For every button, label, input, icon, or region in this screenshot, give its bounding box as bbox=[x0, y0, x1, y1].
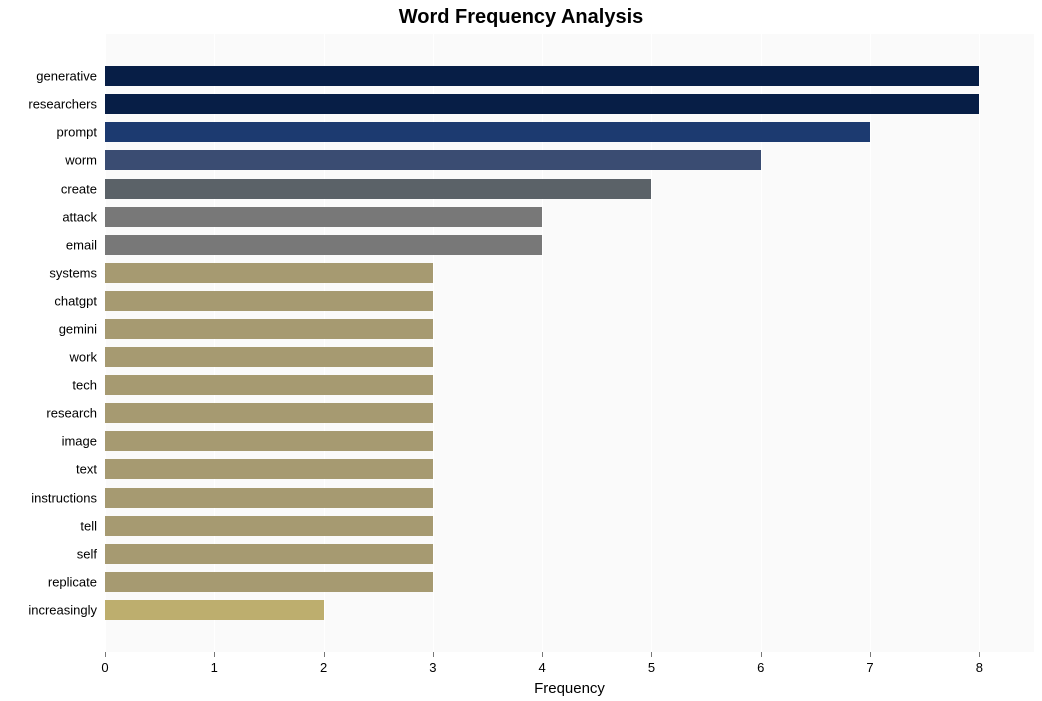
bar bbox=[105, 600, 324, 620]
y-tick-label: researchers bbox=[0, 97, 97, 112]
bar bbox=[105, 431, 433, 451]
bar bbox=[105, 122, 870, 142]
x-tick-mark bbox=[433, 652, 434, 657]
y-tick-label: replicate bbox=[0, 574, 97, 589]
y-tick-label: attack bbox=[0, 209, 97, 224]
bar bbox=[105, 572, 433, 592]
x-tick-label: 0 bbox=[101, 660, 108, 675]
bar bbox=[105, 319, 433, 339]
bar bbox=[105, 403, 433, 423]
y-tick-label: tell bbox=[0, 518, 97, 533]
y-tick-label: work bbox=[0, 350, 97, 365]
bar bbox=[105, 150, 761, 170]
bar bbox=[105, 179, 651, 199]
x-tick-label: 2 bbox=[320, 660, 327, 675]
x-tick-mark bbox=[651, 652, 652, 657]
x-tick-mark bbox=[761, 652, 762, 657]
y-tick-label: tech bbox=[0, 378, 97, 393]
bar bbox=[105, 516, 433, 536]
y-tick-label: create bbox=[0, 181, 97, 196]
bar bbox=[105, 263, 433, 283]
x-tick-label: 8 bbox=[976, 660, 983, 675]
y-tick-label: text bbox=[0, 462, 97, 477]
y-tick-label: gemini bbox=[0, 321, 97, 336]
y-tick-label: systems bbox=[0, 265, 97, 280]
x-tick-mark bbox=[870, 652, 871, 657]
x-tick-mark bbox=[214, 652, 215, 657]
x-tick-mark bbox=[979, 652, 980, 657]
y-tick-label: worm bbox=[0, 153, 97, 168]
y-tick-label: image bbox=[0, 434, 97, 449]
chart-title: Word Frequency Analysis bbox=[0, 6, 1042, 29]
plot-area bbox=[105, 34, 1034, 652]
bar bbox=[105, 291, 433, 311]
y-tick-label: generative bbox=[0, 69, 97, 84]
y-tick-label: chatgpt bbox=[0, 293, 97, 308]
y-tick-label: self bbox=[0, 546, 97, 561]
y-tick-label: increasingly bbox=[0, 602, 97, 617]
x-tick-mark bbox=[542, 652, 543, 657]
x-tick-label: 5 bbox=[648, 660, 655, 675]
bar bbox=[105, 66, 979, 86]
bar bbox=[105, 375, 433, 395]
bar bbox=[105, 207, 542, 227]
x-tick-label: 4 bbox=[539, 660, 546, 675]
bar bbox=[105, 94, 979, 114]
bar bbox=[105, 544, 433, 564]
x-tick-label: 1 bbox=[211, 660, 218, 675]
x-tick-mark bbox=[324, 652, 325, 657]
x-tick-label: 6 bbox=[757, 660, 764, 675]
x-tick-label: 3 bbox=[429, 660, 436, 675]
gridline bbox=[870, 34, 871, 652]
gridline bbox=[979, 34, 980, 652]
bar bbox=[105, 235, 542, 255]
y-tick-label: prompt bbox=[0, 125, 97, 140]
y-tick-label: research bbox=[0, 406, 97, 421]
bar bbox=[105, 347, 433, 367]
x-axis-title: Frequency bbox=[105, 680, 1034, 697]
x-tick-mark bbox=[105, 652, 106, 657]
bar bbox=[105, 459, 433, 479]
y-tick-label: email bbox=[0, 237, 97, 252]
bar bbox=[105, 488, 433, 508]
x-tick-label: 7 bbox=[866, 660, 873, 675]
y-tick-label: instructions bbox=[0, 490, 97, 505]
word-frequency-chart: Word Frequency Analysis Frequency 0 1 2 3 4 5… bbox=[0, 0, 1042, 701]
